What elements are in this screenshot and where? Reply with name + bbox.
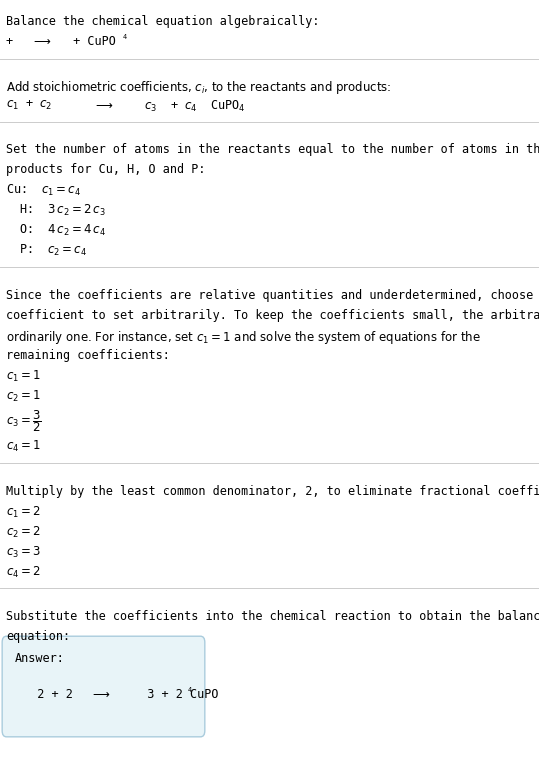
Text: $c_2 = 2$: $c_2 = 2$ <box>6 525 42 540</box>
FancyBboxPatch shape <box>2 636 205 737</box>
Text: $c_2 = 1$: $c_2 = 1$ <box>6 389 42 404</box>
Text: 3 + 2 CuPO: 3 + 2 CuPO <box>133 688 219 701</box>
Text: O:  $4\,c_2 = 4\,c_4$: O: $4\,c_2 = 4\,c_4$ <box>12 223 106 238</box>
Text: remaining coefficients:: remaining coefficients: <box>6 349 170 362</box>
Text: Balance the chemical equation algebraically:: Balance the chemical equation algebraica… <box>6 15 320 28</box>
Text: Since the coefficients are relative quantities and underdetermined, choose a: Since the coefficients are relative quan… <box>6 289 539 302</box>
Text: Set the number of atoms in the reactants equal to the number of atoms in the: Set the number of atoms in the reactants… <box>6 143 539 156</box>
Text: coefficient to set arbitrarily. To keep the coefficients small, the arbitrary va: coefficient to set arbitrarily. To keep … <box>6 309 539 322</box>
Text: 2 + 2: 2 + 2 <box>23 688 73 701</box>
Text: $\longrightarrow$: $\longrightarrow$ <box>93 99 113 112</box>
Text: P:  $c_2 = c_4$: P: $c_2 = c_4$ <box>12 243 87 258</box>
Text: $c_4 = 1$: $c_4 = 1$ <box>6 439 42 454</box>
Text: $_4$: $_4$ <box>187 686 193 695</box>
Text: ordinarily one. For instance, set $c_1 = 1$ and solve the system of equations fo: ordinarily one. For instance, set $c_1 =… <box>6 329 481 346</box>
Text: $\longrightarrow$: $\longrightarrow$ <box>31 35 51 48</box>
Text: + CuPO: + CuPO <box>66 35 116 48</box>
Text: Answer:: Answer: <box>15 651 65 664</box>
Text: equation:: equation: <box>6 631 71 644</box>
Text: products for Cu, H, O and P:: products for Cu, H, O and P: <box>6 163 206 176</box>
Text: Multiply by the least common denominator, 2, to eliminate fractional coefficient: Multiply by the least common denominator… <box>6 485 539 498</box>
Text: $c_1 = 1$: $c_1 = 1$ <box>6 369 42 384</box>
Text: Substitute the coefficients into the chemical reaction to obtain the balanced: Substitute the coefficients into the che… <box>6 611 539 624</box>
Text: Add stoichiometric coefficients, $c_i$, to the reactants and products:: Add stoichiometric coefficients, $c_i$, … <box>6 79 392 96</box>
Text: $_4$: $_4$ <box>122 33 128 42</box>
Text: $c_1 = 2$: $c_1 = 2$ <box>6 505 42 520</box>
Text: +: + <box>6 35 28 48</box>
Text: Cu:  $c_1 = c_4$: Cu: $c_1 = c_4$ <box>6 183 81 198</box>
Text: $\longrightarrow$: $\longrightarrow$ <box>90 688 110 701</box>
Text: $c_4 = 2$: $c_4 = 2$ <box>6 564 42 580</box>
Text: $c_1$ + $c_2$: $c_1$ + $c_2$ <box>6 99 53 112</box>
Text: $c_3 = 3$: $c_3 = 3$ <box>6 545 42 560</box>
Text: H:  $3\,c_2 = 2\,c_3$: H: $3\,c_2 = 2\,c_3$ <box>12 203 106 218</box>
Text: $c_3 = \dfrac{3}{2}$: $c_3 = \dfrac{3}{2}$ <box>6 409 43 435</box>
Text: $c_3$  + $c_4$  CuPO$_4$: $c_3$ + $c_4$ CuPO$_4$ <box>144 99 246 114</box>
